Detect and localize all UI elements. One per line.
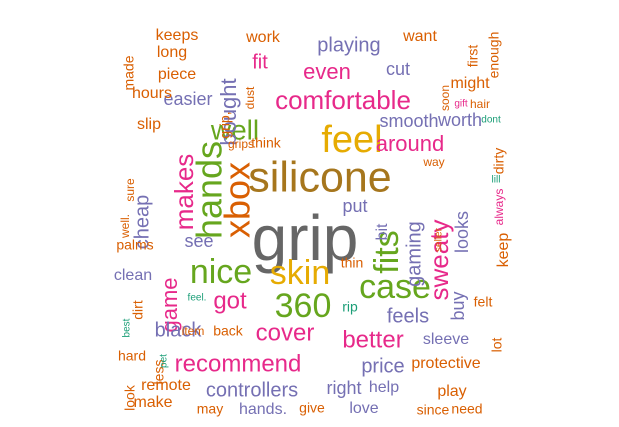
word-feel: feel [321, 119, 382, 161]
word-lot: lot [489, 338, 505, 353]
word-smooth: smooth [379, 111, 438, 131]
word-think: think [251, 135, 282, 151]
word-comfortable: comfortable [275, 85, 411, 115]
word-look: look [122, 384, 138, 411]
word-dirty: dirty [491, 148, 507, 174]
word-recommend: recommend [175, 350, 302, 377]
word-xbox: xbox [217, 162, 258, 238]
word-cut: cut [386, 59, 410, 79]
word-360: 360 [275, 287, 332, 325]
word-best: best [122, 318, 133, 337]
word-skin: skin [270, 254, 330, 292]
word-easier: easier [163, 89, 212, 109]
word-put: put [342, 196, 367, 216]
word-first: first [465, 45, 481, 68]
word-thin: thin [341, 255, 364, 271]
word-piece: piece [158, 66, 196, 83]
word-dirt: dirt [130, 300, 146, 320]
word-way: way [422, 155, 444, 169]
word-enough: enough [486, 32, 502, 79]
word-palms: palms [116, 237, 153, 253]
word-dont: dont [481, 115, 501, 126]
word-buy: buy [448, 291, 468, 320]
word-feel: feel. [188, 293, 207, 304]
word-nice: nice [190, 253, 252, 291]
word-keeps: keeps [156, 27, 199, 44]
word-felt: felt [474, 294, 493, 310]
word-seller: seller [434, 227, 445, 252]
word-around: around [376, 131, 445, 156]
word-feels: feels [387, 305, 429, 327]
word-looks: looks [452, 211, 472, 253]
word-controllers: controllers [206, 379, 298, 401]
word-hands: hands [189, 141, 230, 239]
word-better: better [342, 326, 403, 353]
word-want: want [402, 28, 437, 45]
word-remote: remote [141, 377, 191, 394]
word-right: right [326, 378, 361, 398]
word-give: give [299, 400, 325, 416]
word-hands: hands. [239, 401, 287, 418]
word-bit: bit [374, 223, 391, 240]
word-always: always [492, 189, 506, 226]
word-case: case [359, 268, 431, 306]
word-playing: playing [317, 34, 380, 56]
word-fit: fit [252, 51, 268, 73]
word-may: may [197, 401, 223, 417]
word-fits: fits [368, 230, 406, 273]
word-gaming: gaming [403, 221, 425, 287]
word-gift: gift [454, 99, 468, 110]
word-item: item [182, 324, 205, 338]
word-grip: grip, [217, 111, 233, 138]
word-pet: pet [159, 354, 170, 368]
word-made: made [121, 55, 137, 90]
word-rip: rip [342, 299, 358, 315]
word-bought: bought [216, 78, 241, 145]
word-makes: makes [169, 154, 199, 231]
word-grips: grips [228, 137, 254, 151]
word-black: black [155, 319, 203, 341]
word-well: well. [118, 214, 132, 239]
word-long: long [157, 44, 187, 61]
word-cheap: cheap [131, 195, 153, 250]
word-clean: clean [114, 267, 152, 284]
word-price: price [361, 355, 404, 377]
word-hair: hair [470, 97, 490, 111]
word-love: love [349, 400, 378, 417]
word-work: work [245, 29, 281, 46]
word-worth: worth [437, 110, 482, 130]
word-play: play [437, 383, 466, 400]
word-sure: sure [123, 178, 137, 202]
word-soon: soon [438, 85, 452, 111]
word-silicone: silicone [248, 153, 391, 201]
word-back: back [213, 323, 244, 339]
word-help: help [369, 379, 399, 396]
word-sweaty: sweaty [424, 220, 454, 301]
word-game: game [157, 277, 182, 332]
word-might: might [450, 75, 490, 92]
word-since: since [417, 402, 450, 418]
word-need: need [451, 401, 482, 417]
word-sleeve: sleeve [423, 331, 469, 348]
word-grip: grip [252, 202, 359, 274]
word-even: even [303, 59, 351, 84]
word-keep: keep [495, 233, 512, 268]
word-hours: hours [132, 85, 172, 102]
word-lill: lill [492, 175, 501, 186]
word-cover: cover [256, 319, 315, 346]
word-hard: hard [118, 348, 146, 364]
word-see: see [184, 231, 213, 251]
word-well: well [210, 114, 259, 145]
word-dust: dust [243, 86, 257, 109]
word-slip: slip [137, 116, 161, 133]
word-got: got [213, 287, 247, 314]
word-protective: protective [411, 355, 480, 372]
word-less: less [151, 360, 167, 385]
word-make: make [133, 394, 172, 411]
